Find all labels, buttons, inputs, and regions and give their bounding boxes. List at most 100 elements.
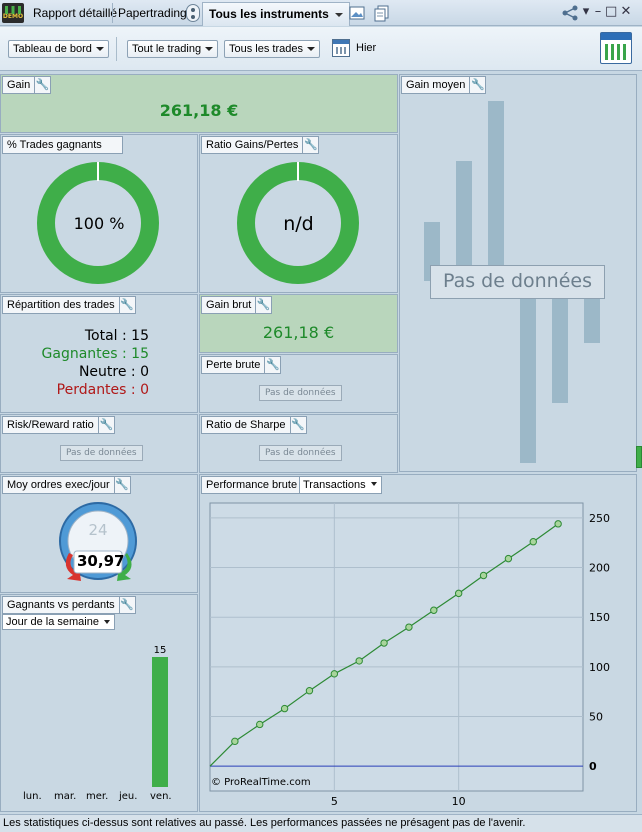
side-panel-handle[interactable] xyxy=(636,446,642,468)
share-icon[interactable] xyxy=(561,4,579,22)
day-label-lun: lun. xyxy=(23,791,42,802)
moy-ordres-panel: Moy ordres exec/jour 🔧 24 30,97 xyxy=(0,474,198,593)
ratio-gains-pertes-panel: Ratio Gains/Pertes 🔧 n/d xyxy=(199,134,398,293)
panel-title: Risk/Reward ratio 🔧 xyxy=(2,416,115,434)
day-of-week-dropdown[interactable]: Jour de la semaine xyxy=(2,614,115,630)
panel-title: % Trades gagnants xyxy=(2,136,123,154)
panel-title-text: Moy ordres exec/jour xyxy=(7,479,110,491)
wrench-icon[interactable]: 🔧 xyxy=(289,417,305,433)
plot-area xyxy=(209,502,584,792)
tab-label: Tous les instruments xyxy=(209,7,329,21)
day-label-mar: mar. xyxy=(54,791,77,802)
wrench-icon[interactable]: 🔧 xyxy=(113,477,130,493)
data-point xyxy=(454,589,463,598)
calendar-icon[interactable] xyxy=(332,39,350,57)
data-point xyxy=(380,639,388,647)
neutre-label: Neutre : xyxy=(78,364,136,380)
tab-tous-les-instruments[interactable]: Tous les instruments xyxy=(202,2,350,26)
total-row: Total : 15 xyxy=(1,328,149,344)
wrench-icon[interactable]: 🔧 xyxy=(469,77,485,93)
wrench-icon[interactable]: 🔧 xyxy=(255,297,271,313)
day-label-mer: mer. xyxy=(86,791,109,802)
toolbar: Tableau de bord Tout le trading Tous les… xyxy=(0,27,642,71)
gain-brut-value: 261,18 € xyxy=(262,323,335,342)
chevron-down-icon xyxy=(334,12,343,17)
dashboard-dropdown[interactable]: Tableau de bord xyxy=(8,40,109,58)
dropdown-label: Tous les trades xyxy=(229,43,303,55)
panel-title: Gain moyen 🔧 xyxy=(401,76,487,94)
panel-title-text: Gain brut xyxy=(206,299,252,311)
day-label-jeu: jeu. xyxy=(119,791,138,802)
placeholder-bars xyxy=(424,101,600,463)
tab-rapport-detaille[interactable]: Rapport détaillé xyxy=(27,2,123,24)
panel-title-text: Performance brute xyxy=(206,479,298,491)
minimize-icon[interactable]: – xyxy=(594,4,602,19)
performance-brute-panel: Performance brute Transactions 0 50 100 150… xyxy=(199,474,637,812)
perdantes-value: 0 xyxy=(140,382,149,398)
gauge-dial-label: 24 xyxy=(88,521,107,539)
maximize-icon[interactable]: □ xyxy=(605,4,618,19)
wrench-icon[interactable]: 🔧 xyxy=(34,77,50,93)
image-icon[interactable] xyxy=(348,4,366,22)
tab-papertrading[interactable]: Papertrading xyxy=(112,2,193,24)
performance-chart: 0 50 100 150 200 250 5 10 xyxy=(209,502,610,808)
close-icon[interactable]: ✕ xyxy=(620,4,632,19)
gauge-value-box xyxy=(73,550,123,574)
wrench-icon[interactable]: 🔧 xyxy=(118,297,134,313)
arrow-up-icon xyxy=(117,553,132,581)
x-tick-label: 10 xyxy=(452,795,466,808)
disclaimer-footer: Les statistiques ci-dessus sont relative… xyxy=(0,814,642,832)
x-tick-label: 5 xyxy=(331,795,338,808)
day-label-ven: ven. xyxy=(150,791,172,802)
panel-title-text: Gagnants vs perdants xyxy=(7,599,115,611)
y-tick-label: 250 xyxy=(589,512,610,525)
panel-title-text: Gain moyen xyxy=(406,79,466,91)
link-icon[interactable] xyxy=(186,4,200,22)
wrench-icon[interactable]: 🔧 xyxy=(264,357,280,373)
y-tick-label: 200 xyxy=(589,562,610,575)
gagnantes-label: Gagnantes : xyxy=(41,346,127,362)
wrench-icon[interactable]: 🔧 xyxy=(302,137,318,153)
perdantes-row: Perdantes : 0 xyxy=(1,382,149,398)
wrench-icon[interactable]: 🔧 xyxy=(97,417,114,433)
y-tick-label: 150 xyxy=(589,611,610,624)
panel-title: Gain 🔧 xyxy=(2,76,52,94)
risk-reward-panel: Risk/Reward ratio 🔧 Pas de données xyxy=(0,414,198,473)
gain-value: 261,18 € xyxy=(159,101,239,120)
data-point xyxy=(305,686,314,695)
trading-dropdown[interactable]: Tout le trading xyxy=(127,40,219,58)
y-tick-label: 100 xyxy=(589,661,610,674)
chevron-down-icon[interactable]: ▾ xyxy=(582,4,590,19)
panel-title-text: Gain xyxy=(7,79,31,91)
panel-title: Ratio de Sharpe 🔧 xyxy=(201,416,307,434)
gagnants-vs-perdants-panel: Gagnants vs perdants 🔧 Jour de la semaine… xyxy=(0,594,198,812)
dropdown-label: Tout le trading xyxy=(132,43,202,55)
placeholder-bar xyxy=(456,161,472,281)
panel-title-text: Risk/Reward ratio xyxy=(7,419,94,431)
data-point xyxy=(529,538,537,546)
gagnantes-value: 15 xyxy=(131,346,149,362)
wrench-icon[interactable]: 🔧 xyxy=(118,597,134,613)
panel-title-text: Ratio de Sharpe xyxy=(206,419,286,431)
y-tick-label: 0 xyxy=(589,760,597,773)
date-range-label[interactable]: Hier xyxy=(356,42,377,54)
neutre-value: 0 xyxy=(140,364,149,380)
gagnants-vs-perdants-chart: 15 xyxy=(152,645,168,787)
tab-label: Papertrading xyxy=(118,6,187,20)
bar-value-label: 15 xyxy=(154,645,167,656)
transactions-dropdown[interactable]: Transactions xyxy=(299,476,382,494)
copy-icon[interactable] xyxy=(373,4,391,22)
data-point xyxy=(355,657,363,665)
dashboard-settings-icon[interactable] xyxy=(600,32,632,64)
data-point xyxy=(430,606,438,614)
panel-title-text: Ratio Gains/Pertes xyxy=(206,139,299,151)
total-value: 15 xyxy=(131,328,149,344)
orders-gauge-icon: 24 xyxy=(59,502,137,581)
gagnantes-row: Gagnantes : 15 xyxy=(1,346,149,362)
panel-title: Perte brute 🔧 xyxy=(201,356,282,374)
trades-dropdown[interactable]: Tous les trades xyxy=(224,40,320,58)
panel-title: Moy ordres exec/jour 🔧 xyxy=(2,476,131,494)
tab-label: Rapport détaillé xyxy=(33,6,118,20)
gain-brut-panel: Gain brut 🔧 261,18 € xyxy=(199,294,398,353)
panel-title-text: Perte brute xyxy=(206,359,261,371)
